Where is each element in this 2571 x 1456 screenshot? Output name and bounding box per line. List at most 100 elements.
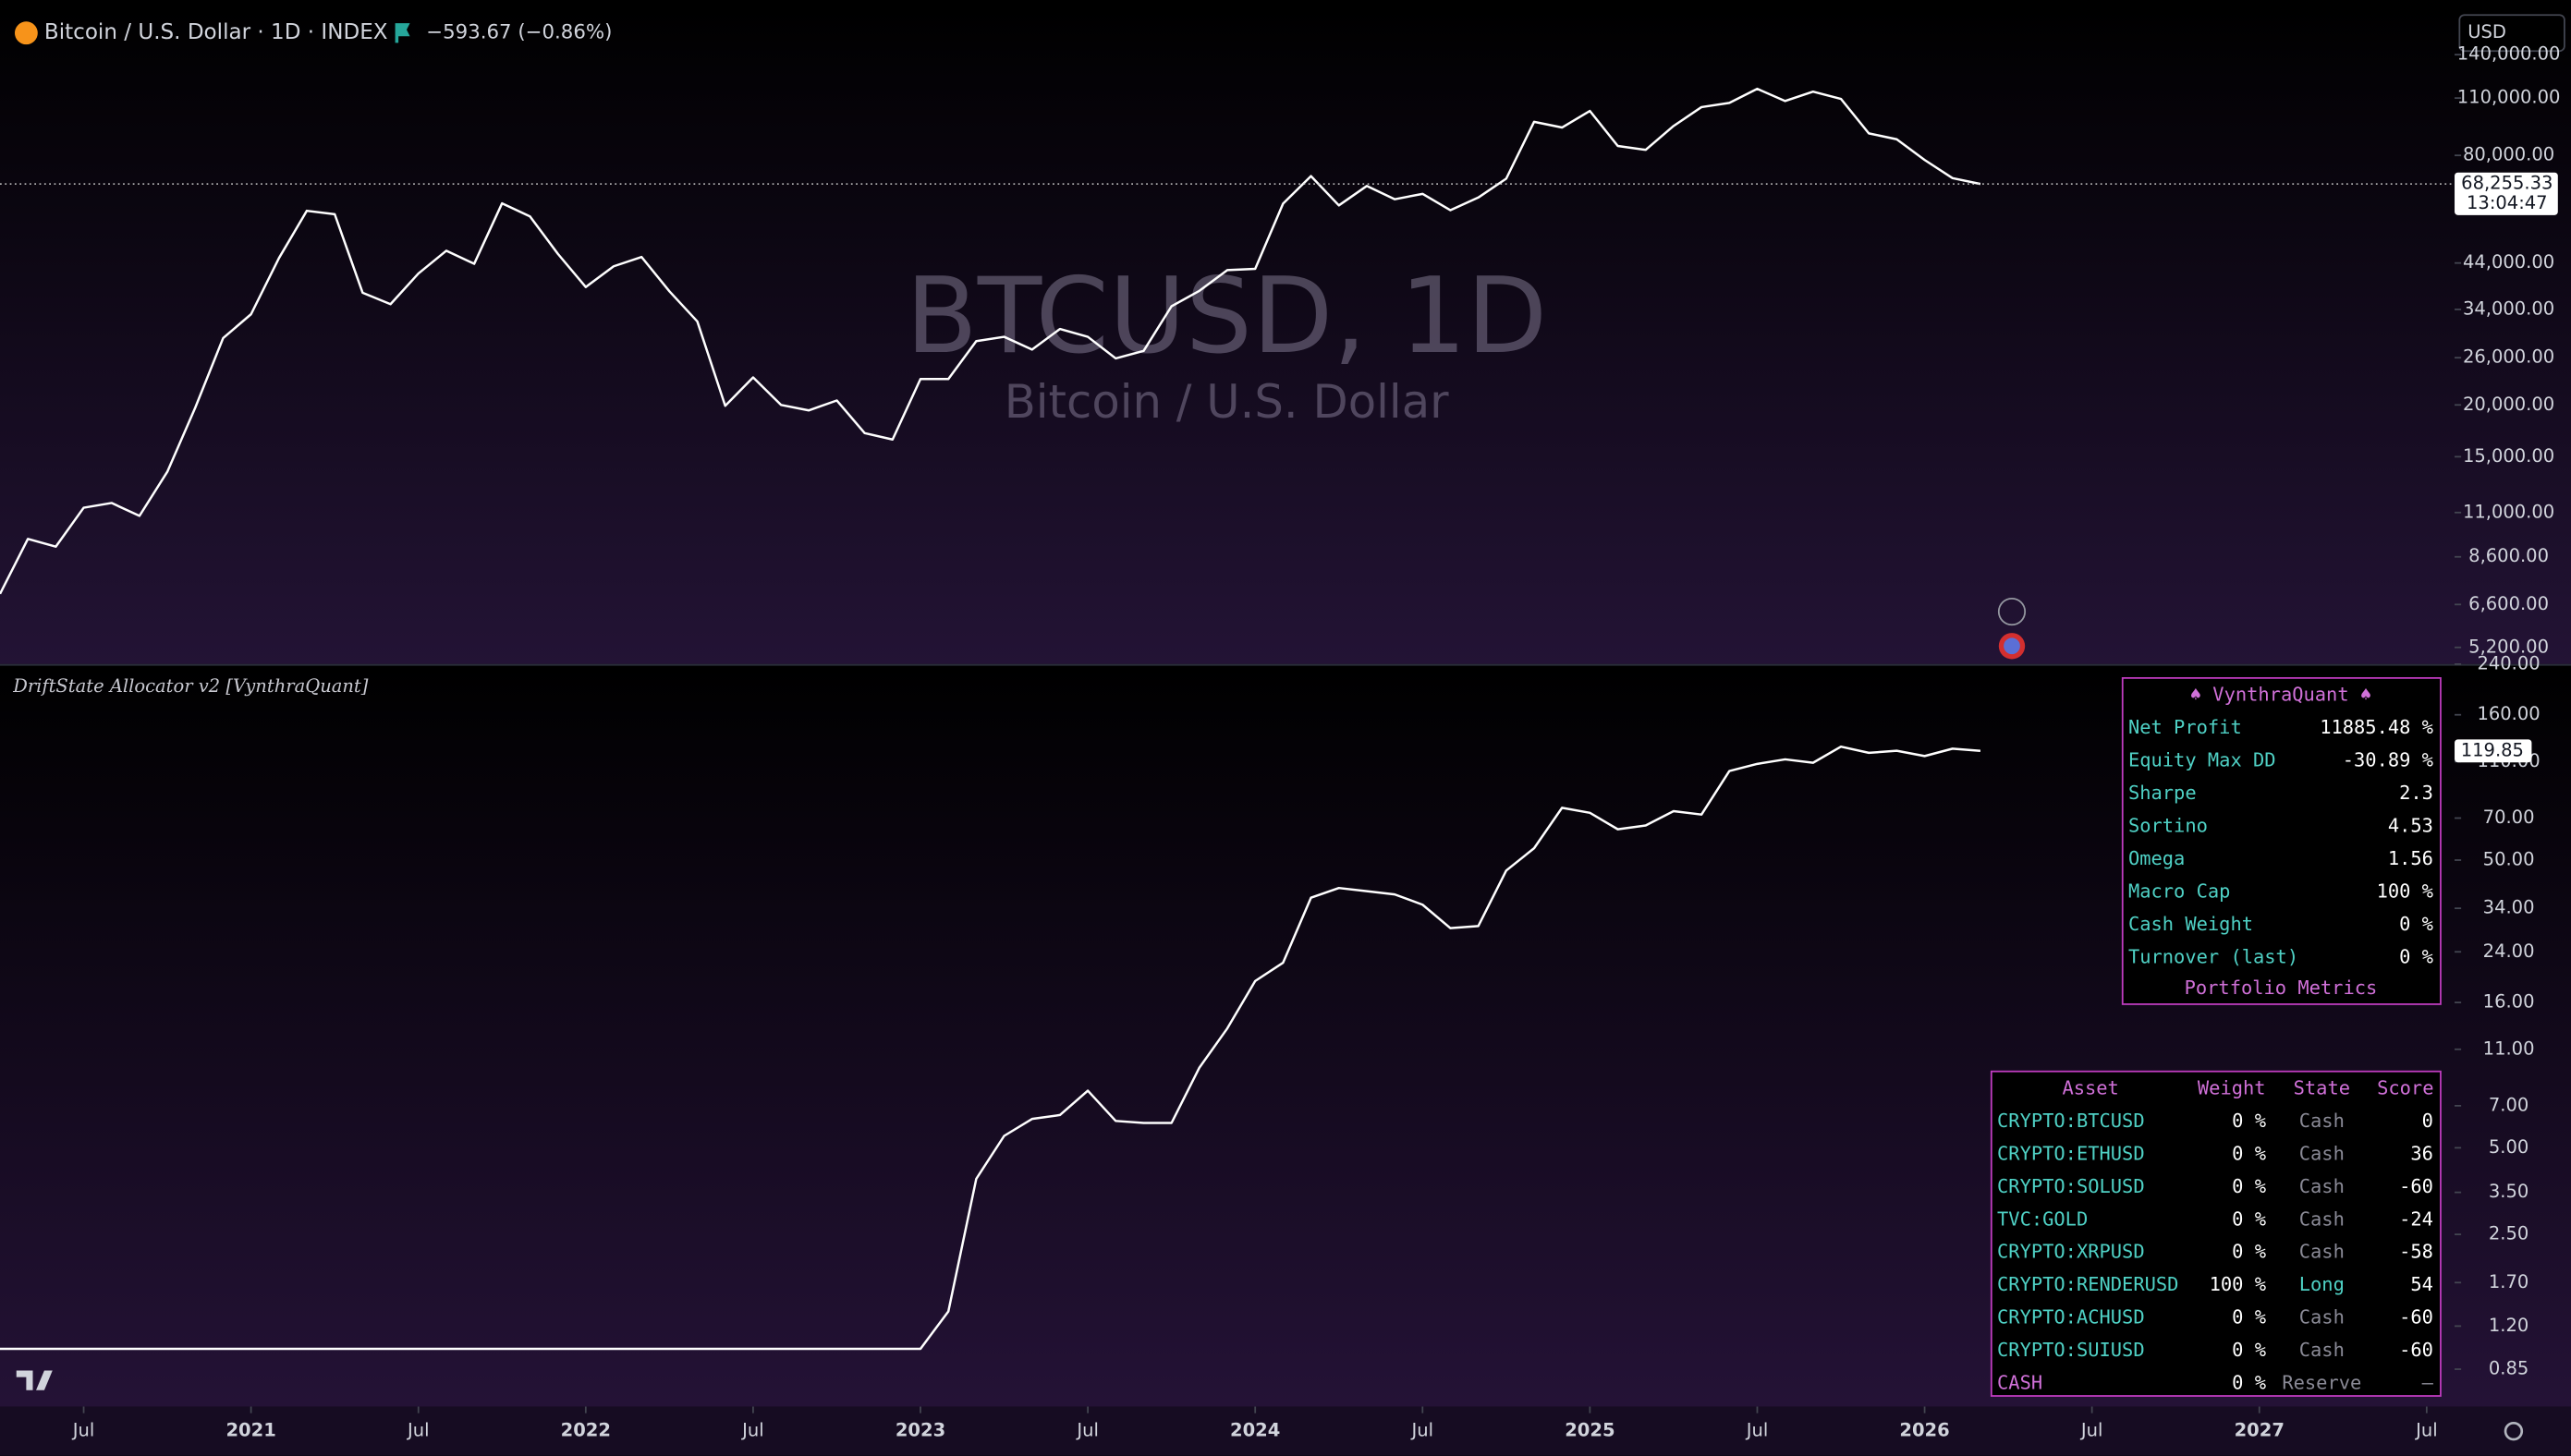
y-tick-label: 44,000.00 bbox=[2463, 251, 2554, 273]
event-icon[interactable] bbox=[1997, 597, 2027, 626]
y-tick-label: 15,000.00 bbox=[2463, 445, 2554, 467]
currency-select[interactable] bbox=[2458, 14, 2565, 53]
asset-name: CRYPTO:XRPUSD bbox=[1997, 1241, 2145, 1263]
y-tick-label: 5,200.00 bbox=[2468, 636, 2549, 657]
price-tag-label: 68,255.33 bbox=[2461, 173, 2553, 194]
asset-score: -24 bbox=[2399, 1207, 2433, 1230]
x-tick-label: Jul bbox=[1075, 1420, 1099, 1441]
asset-score: 54 bbox=[2410, 1273, 2433, 1295]
y-tick-label: 160.00 bbox=[2477, 703, 2540, 724]
asset-score: -58 bbox=[2399, 1241, 2433, 1263]
x-tick-label: Jul bbox=[740, 1420, 764, 1441]
value-tag-label: 119.85 bbox=[2461, 739, 2524, 760]
metric-value: 1.56 bbox=[2388, 847, 2433, 869]
asset-state: Cash bbox=[2299, 1241, 2345, 1263]
indicator-title[interactable]: DriftState Allocator v2 [VynthraQuant] bbox=[12, 675, 369, 697]
asset-table bbox=[1990, 1070, 2442, 1397]
x-tick-label: 2024 bbox=[1230, 1420, 1280, 1441]
metric-label: Cash Weight bbox=[2128, 913, 2253, 935]
x-tick-label: 2022 bbox=[561, 1420, 611, 1441]
asset-weight: 0 % bbox=[2232, 1175, 2266, 1197]
currency-label[interactable]: USD bbox=[2467, 21, 2506, 42]
symbol-title[interactable]: Bitcoin / U.S. Dollar · 1D · INDEX bbox=[44, 20, 388, 44]
metric-value: 11885.48 % bbox=[2320, 716, 2433, 738]
x-tick-label: Jul bbox=[1410, 1420, 1434, 1441]
metric-label: Equity Max DD bbox=[2128, 748, 2276, 770]
flag-icon[interactable] bbox=[395, 23, 410, 43]
asset-weight: 0 % bbox=[2232, 1142, 2266, 1164]
asset-rows: Asset Weight State Score CRYPTO:BTCUSD 0 % Cas… bbox=[1997, 1076, 2434, 1393]
asset-score: 36 bbox=[2410, 1142, 2433, 1164]
y-tick-label: 1.20 bbox=[2489, 1315, 2528, 1336]
asset-weight: 0 % bbox=[2232, 1110, 2266, 1132]
y-tick-label: 26,000.00 bbox=[2463, 346, 2554, 368]
y-tick-label: 80,000.00 bbox=[2463, 144, 2554, 165]
y-tick-label: 110,000.00 bbox=[2457, 87, 2561, 108]
price-pane bbox=[0, 8, 2571, 664]
y-tick-label: 7.00 bbox=[2489, 1094, 2528, 1115]
asset-score: -60 bbox=[2399, 1175, 2433, 1197]
asset-header: Asset bbox=[2062, 1076, 2118, 1098]
asset-name: CRYPTO:SUIUSD bbox=[1997, 1339, 2145, 1361]
x-tick-label: 2021 bbox=[225, 1420, 275, 1441]
metric-value: 2.3 bbox=[2399, 782, 2433, 804]
asset-state: Cash bbox=[2299, 1142, 2345, 1164]
y-tick-label: 0.85 bbox=[2489, 1358, 2528, 1379]
asset-weight: 0 % bbox=[2232, 1241, 2266, 1263]
y-tick-label: 20,000.00 bbox=[2463, 394, 2554, 415]
metric-label: Macro Cap bbox=[2128, 880, 2231, 902]
bitcoin-icon bbox=[14, 21, 38, 45]
y-tick-label: 34,000.00 bbox=[2463, 297, 2554, 319]
series-line bbox=[0, 745, 1981, 1351]
asset-name: CRYPTO:RENDERUSD bbox=[1997, 1273, 2178, 1295]
watermark-sub: Bitcoin / U.S. Dollar bbox=[1005, 375, 1449, 429]
asset-header: State bbox=[2294, 1076, 2350, 1098]
asset-weight: 0 % bbox=[2232, 1339, 2266, 1361]
asset-weight: 0 % bbox=[2232, 1372, 2266, 1394]
watermark: BTCUSD, 1D bbox=[906, 255, 1547, 377]
y-tick-label: 140,000.00 bbox=[2457, 43, 2561, 65]
asset-weight: 0 % bbox=[2232, 1306, 2266, 1329]
metric-label: Sortino bbox=[2128, 814, 2208, 836]
metric-value: -30.89 % bbox=[2343, 748, 2433, 770]
asset-state: Cash bbox=[2299, 1175, 2345, 1197]
asset-state: Cash bbox=[2299, 1110, 2345, 1132]
asset-score: – bbox=[2422, 1372, 2434, 1394]
metric-value: 0 % bbox=[2399, 945, 2433, 967]
asset-weight: 0 % bbox=[2232, 1207, 2266, 1230]
y-tick-label: 70.00 bbox=[2483, 807, 2535, 828]
metric-value: 4.53 bbox=[2388, 814, 2433, 836]
asset-name: CRYPTO:SOLUSD bbox=[1997, 1175, 2145, 1197]
settings-icon[interactable] bbox=[2504, 1421, 2524, 1441]
y-tick-label: 240.00 bbox=[2477, 652, 2540, 673]
asset-weight: 100 % bbox=[2210, 1273, 2266, 1295]
y-tick-label: 1.70 bbox=[2489, 1271, 2528, 1292]
asset-score: -60 bbox=[2399, 1306, 2433, 1329]
metric-label: Sharpe bbox=[2128, 782, 2197, 804]
x-tick-label: 2027 bbox=[2235, 1420, 2285, 1441]
time-axis bbox=[0, 1406, 2571, 1456]
metric-value: 0 % bbox=[2399, 913, 2433, 935]
x-tick-label: 2023 bbox=[896, 1420, 945, 1441]
y-tick-label: 24.00 bbox=[2483, 940, 2535, 962]
x-tick-label: Jul bbox=[406, 1420, 430, 1441]
price-change: −593.67 (−0.86%) bbox=[426, 21, 612, 44]
flag-badge bbox=[2004, 637, 2020, 655]
asset-state: Reserve bbox=[2282, 1372, 2361, 1394]
x-tick-label: 2026 bbox=[1899, 1420, 1949, 1441]
tradingview-logo[interactable] bbox=[16, 1370, 53, 1390]
y-tick-label: 6,600.00 bbox=[2468, 593, 2549, 614]
price-tag bbox=[2455, 172, 2558, 215]
asset-header: Weight bbox=[2198, 1076, 2266, 1098]
asset-state: Cash bbox=[2299, 1306, 2345, 1329]
metrics-footer: Portfolio Metrics bbox=[2185, 977, 2378, 999]
asset-state: Cash bbox=[2299, 1339, 2345, 1361]
y-tick-label: 5.00 bbox=[2489, 1136, 2528, 1158]
asset-score: -60 bbox=[2399, 1339, 2433, 1361]
y-tick-label: 2.50 bbox=[2489, 1223, 2528, 1244]
countdown: 13:04:47 bbox=[2467, 192, 2548, 213]
x-tick-label: Jul bbox=[2079, 1420, 2103, 1441]
asset-state: Cash bbox=[2299, 1207, 2345, 1230]
